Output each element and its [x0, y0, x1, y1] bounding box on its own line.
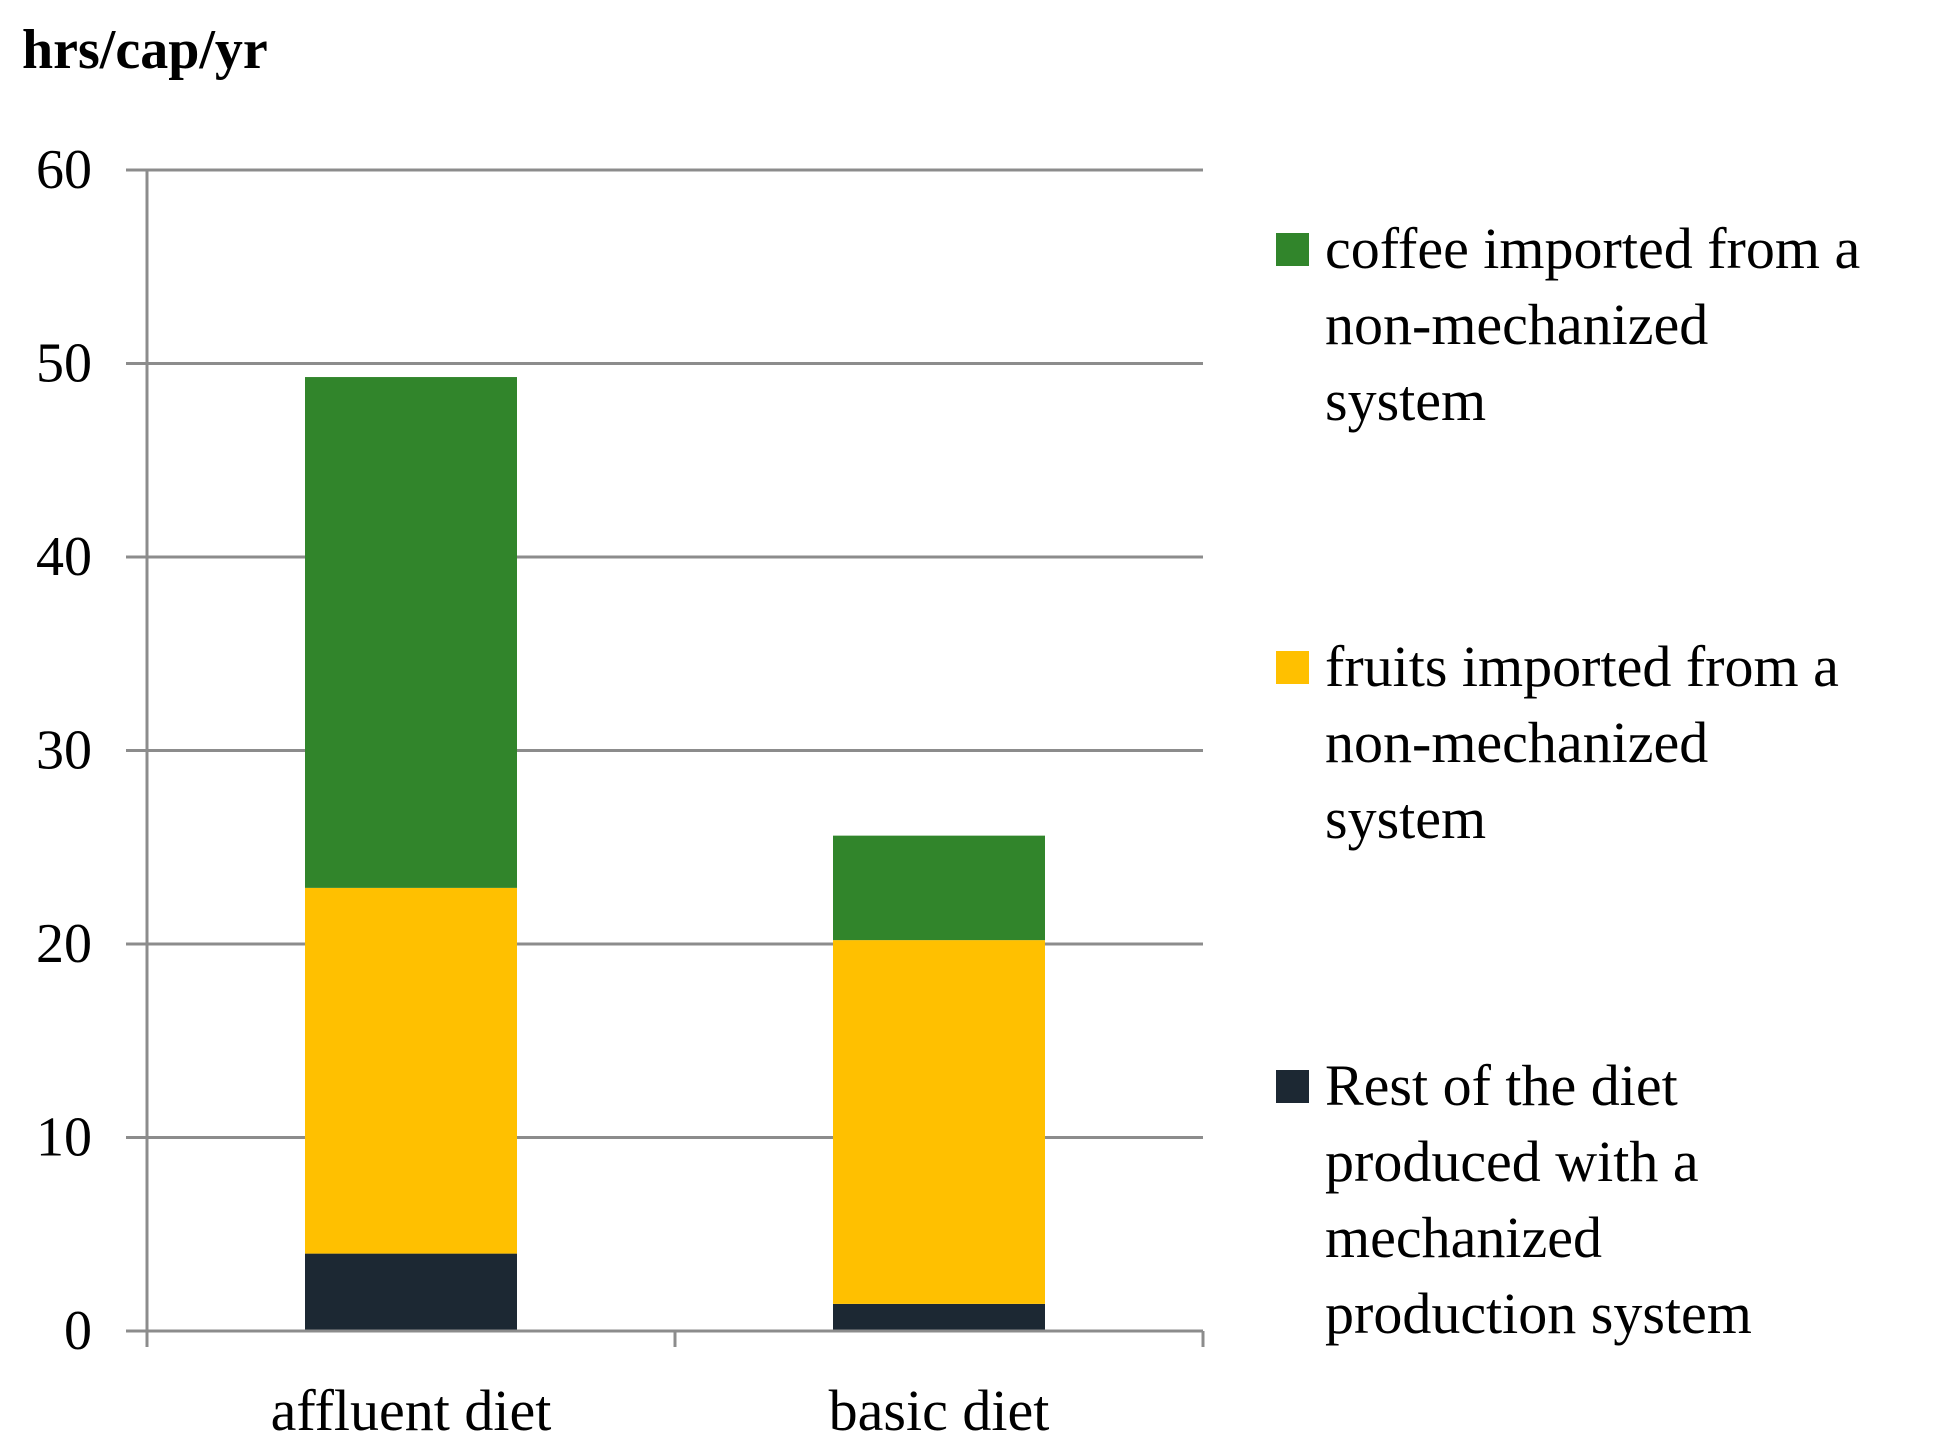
axes	[145, 170, 1205, 1347]
legend-swatch	[1276, 1070, 1309, 1103]
bars	[305, 377, 1045, 1331]
bar-segment	[305, 1253, 517, 1331]
bar-segment	[305, 887, 517, 1254]
y-tick-label: 50	[36, 333, 92, 395]
legend-label: system	[1325, 786, 1486, 851]
y-tick-label: 0	[64, 1300, 92, 1362]
bar-segment	[833, 940, 1045, 1304]
legend-label: produced with a	[1325, 1129, 1699, 1194]
y-tick-label: 30	[36, 720, 92, 782]
category-label: affluent diet	[271, 1378, 552, 1443]
legend-swatch	[1276, 233, 1309, 266]
legend-label: mechanized	[1325, 1205, 1602, 1270]
y-axis-label: hrs/cap/yr	[22, 19, 268, 81]
legend-label: fruits imported from a	[1325, 634, 1839, 699]
legend-label: non-mechanized	[1325, 710, 1708, 775]
legend: coffee imported from a non-mechanized syst…	[1276, 216, 1860, 1346]
legend-label: production system	[1325, 1281, 1752, 1346]
legend-label: Rest of the diet	[1325, 1053, 1678, 1118]
bar-segment	[833, 1303, 1045, 1331]
legend-label: coffee imported from a	[1325, 216, 1860, 281]
y-tick-label: 20	[36, 913, 92, 975]
bar-segment	[833, 835, 1045, 941]
category-label: basic diet	[829, 1378, 1050, 1443]
legend-label: system	[1325, 368, 1486, 433]
y-tick-labels: 0 10 20 30 40 50 60	[36, 139, 92, 1362]
y-tick-label: 10	[36, 1107, 92, 1169]
y-tick-label: 40	[36, 526, 92, 588]
y-tick-label: 60	[36, 139, 92, 201]
category-labels: affluent diet basic diet	[271, 1378, 1050, 1443]
legend-swatch	[1276, 651, 1309, 684]
bar-segment	[305, 377, 517, 888]
legend-label: non-mechanized	[1325, 292, 1708, 357]
